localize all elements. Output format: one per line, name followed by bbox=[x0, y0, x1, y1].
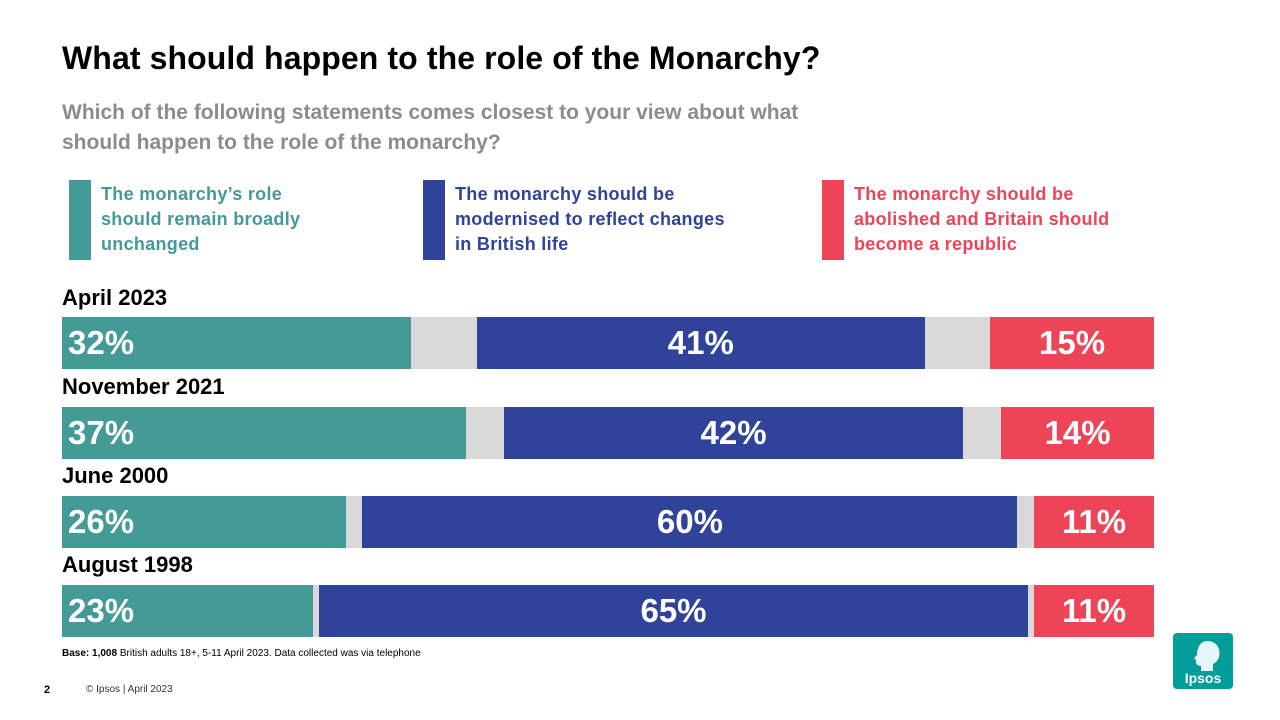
data-label-abolished: 15% bbox=[1039, 324, 1106, 361]
row-label-august-1998: August 1998 bbox=[62, 552, 193, 577]
data-label-unchanged: 23% bbox=[68, 592, 135, 629]
legend-swatch-abolished bbox=[822, 180, 844, 260]
bar-segment-abolished: 15% bbox=[990, 317, 1154, 369]
base-footnote: Base: 1,008 British adults 18+, 5-11 Apr… bbox=[62, 648, 421, 659]
data-label-unchanged: 26% bbox=[68, 503, 135, 540]
data-label-abolished: 14% bbox=[1044, 414, 1111, 451]
logo-text: Ipsos bbox=[1184, 670, 1222, 686]
logo-head-icon bbox=[1194, 641, 1220, 671]
page-number: 2 bbox=[44, 684, 51, 696]
data-label-unchanged: 37% bbox=[68, 414, 135, 451]
row-label-november-2021: November 2021 bbox=[62, 374, 225, 399]
bar-segment-modernised: 41% bbox=[476, 317, 925, 369]
data-label-unchanged: 32% bbox=[68, 324, 135, 361]
bar-segment-unchanged: 23% bbox=[62, 585, 314, 637]
bar-row-june-2000: 26% 60% 11% bbox=[62, 496, 1154, 548]
data-label-modernised: 42% bbox=[700, 414, 767, 451]
data-label-modernised: 60% bbox=[656, 503, 723, 540]
legend-label-unchanged: The monarchy’s role should remain broadl… bbox=[101, 184, 301, 254]
base-label: Base: bbox=[62, 648, 90, 659]
bar-segment-unchanged: 32% bbox=[62, 317, 412, 369]
bar-segment-abolished: 14% bbox=[1001, 407, 1154, 459]
bar-segment-unchanged: 26% bbox=[62, 496, 346, 548]
legend-label-modernised: The monarchy should be modernised to ref… bbox=[455, 184, 725, 254]
data-label-modernised: 65% bbox=[640, 592, 707, 629]
data-label-modernised: 41% bbox=[667, 324, 734, 361]
legend-label-abolished: The monarchy should be abolished and Bri… bbox=[854, 184, 1110, 254]
ipsos-logo: Ipsos bbox=[1173, 633, 1233, 689]
bar-segment-modernised: 42% bbox=[504, 407, 963, 459]
page-title: What should happen to the role of the Mo… bbox=[62, 40, 821, 76]
legend-swatch-modernised bbox=[423, 180, 445, 260]
copyright-text: © Ipsos | April 2023 bbox=[86, 684, 173, 695]
question-subtitle: Which of the following statements comes … bbox=[62, 101, 799, 154]
bar-segment-abolished: 11% bbox=[1033, 496, 1154, 548]
data-label-abolished: 11% bbox=[1061, 592, 1127, 629]
bar-segment-modernised: 65% bbox=[318, 585, 1029, 637]
bar-segment-unchanged: 37% bbox=[62, 407, 467, 459]
bar-segment-abolished: 11% bbox=[1033, 585, 1154, 637]
row-label-june-2000: June 2000 bbox=[62, 463, 169, 488]
legend-swatch-unchanged bbox=[69, 180, 91, 260]
bar-row-april-2023: 32% 41% 15% bbox=[62, 317, 1154, 369]
bar-segment-modernised: 60% bbox=[362, 496, 1018, 548]
row-label-april-2023: April 2023 bbox=[62, 285, 168, 310]
bar-row-august-1998: 23% 65% 11% bbox=[62, 585, 1154, 637]
data-label-abolished: 11% bbox=[1061, 503, 1127, 540]
bar-row-november-2021: 37% 42% 14% bbox=[62, 407, 1154, 459]
base-description: British adults 18+, 5-11 April 2023. Dat… bbox=[119, 648, 421, 659]
base-count: 1,008 bbox=[92, 648, 118, 659]
